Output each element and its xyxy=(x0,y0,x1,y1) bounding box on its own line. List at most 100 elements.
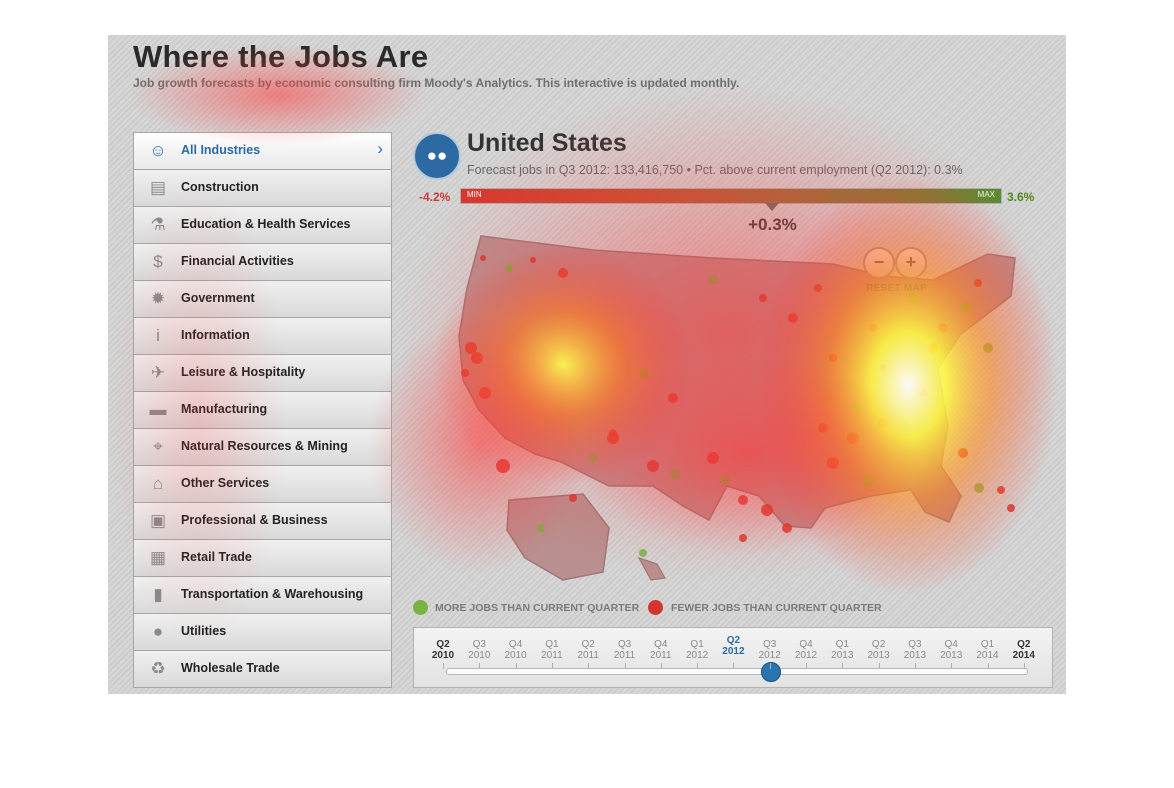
gain-marker[interactable] xyxy=(720,475,730,485)
gain-marker[interactable] xyxy=(898,421,908,431)
gain-marker[interactable] xyxy=(862,474,874,486)
timeline-quarter[interactable]: Q3 2010 xyxy=(462,639,496,661)
loss-marker[interactable] xyxy=(827,457,839,469)
sidebar-item[interactable]: ✈ Leisure & Hospitality xyxy=(133,355,392,392)
loss-marker[interactable] xyxy=(829,354,837,362)
loss-marker[interactable] xyxy=(759,294,767,302)
timeline-quarter[interactable]: Q2 2014 xyxy=(1007,639,1041,661)
zoom-in-button[interactable]: + xyxy=(895,247,927,279)
reset-map-button[interactable]: RESET MAP xyxy=(866,283,928,294)
sidebar-item[interactable]: $ Financial Activities xyxy=(133,244,392,281)
loss-marker[interactable] xyxy=(997,486,1005,494)
loss-marker[interactable] xyxy=(471,352,483,364)
industry-sidebar: ☺ All Industries › ▤ Construction ⚗ Education … xyxy=(133,132,392,688)
sidebar-item[interactable]: ● Utilities xyxy=(133,614,392,651)
scale-bar: MIN MAX xyxy=(460,188,1002,204)
timeline-quarter[interactable]: Q2 2012 xyxy=(716,635,750,657)
loss-marker[interactable] xyxy=(569,494,577,502)
gain-marker[interactable] xyxy=(708,275,718,285)
sidebar-item-label: Professional & Business xyxy=(181,513,328,527)
sidebar-item[interactable]: ▮ Transportation & Warehousing xyxy=(133,577,392,614)
timeline-quarter[interactable]: Q2 2010 xyxy=(426,639,460,661)
quarter-label: Q3 xyxy=(472,639,486,650)
loss-marker[interactable] xyxy=(878,418,888,428)
sidebar-item[interactable]: ⌖ Natural Resources & Mining xyxy=(133,429,392,466)
timeline-quarter[interactable]: Q4 2010 xyxy=(499,639,533,661)
sidebar-item[interactable]: ▤ Construction xyxy=(133,170,392,207)
timeline-quarter[interactable]: Q3 2013 xyxy=(898,639,932,661)
loss-marker[interactable] xyxy=(739,534,747,542)
loss-marker[interactable] xyxy=(1007,504,1015,512)
loss-marker[interactable] xyxy=(465,342,477,354)
gain-marker[interactable] xyxy=(960,303,970,313)
sidebar-item[interactable]: ▬ Manufacturing xyxy=(133,392,392,429)
timeline-tick xyxy=(443,663,444,669)
loss-marker[interactable] xyxy=(479,387,491,399)
timeline-quarter[interactable]: Q4 2012 xyxy=(789,639,823,661)
gain-marker[interactable] xyxy=(638,368,648,378)
timeline-tick xyxy=(479,663,481,669)
sidebar-item[interactable]: ⚗ Education & Health Services xyxy=(133,207,392,244)
timeline-quarter[interactable]: Q2 2013 xyxy=(862,639,896,661)
sidebar-item[interactable]: ⌂ Other Services xyxy=(133,466,392,503)
timeline-slider-handle[interactable] xyxy=(760,662,781,682)
loss-marker[interactable] xyxy=(814,284,822,292)
year-label: 2010 xyxy=(431,650,455,661)
loss-marker[interactable] xyxy=(938,323,948,333)
loss-marker[interactable] xyxy=(958,448,968,458)
gain-marker[interactable] xyxy=(670,469,680,479)
gain-marker[interactable] xyxy=(974,483,984,493)
loss-marker[interactable] xyxy=(668,393,678,403)
sidebar-item[interactable]: ▦ Retail Trade xyxy=(133,540,392,577)
timeline-tick xyxy=(806,663,807,669)
loss-marker[interactable] xyxy=(738,495,748,505)
loss-marker[interactable] xyxy=(782,523,792,533)
loss-marker[interactable] xyxy=(496,459,510,473)
loss-marker[interactable] xyxy=(530,257,536,263)
timeline-quarter[interactable]: Q1 2013 xyxy=(825,639,859,661)
year-label: 2013 xyxy=(831,650,854,661)
sidebar-item[interactable]: ▣ Professional & Business xyxy=(133,503,392,540)
us-map[interactable] xyxy=(413,228,1053,598)
gain-marker[interactable] xyxy=(537,524,545,532)
gain-marker[interactable] xyxy=(983,343,993,353)
timeline-quarter[interactable]: Q1 2011 xyxy=(535,639,569,661)
sidebar-item[interactable]: ♻ Wholesale Trade xyxy=(133,651,392,688)
timeline-quarter[interactable]: Q3 2011 xyxy=(608,639,642,661)
loss-marker[interactable] xyxy=(609,429,617,437)
sidebar-item-label: Natural Resources & Mining xyxy=(181,439,348,453)
loss-marker[interactable] xyxy=(919,389,927,397)
timeline-tick xyxy=(769,663,771,669)
loss-marker[interactable] xyxy=(461,369,469,377)
loss-marker[interactable] xyxy=(707,452,719,464)
gain-marker[interactable] xyxy=(852,403,862,413)
timeline-quarter[interactable]: Q4 2013 xyxy=(934,639,968,661)
gain-marker[interactable] xyxy=(589,454,597,462)
loss-marker[interactable] xyxy=(558,268,568,278)
quarter-label: Q3 xyxy=(763,639,777,650)
timeline-quarter[interactable]: Q1 2014 xyxy=(971,639,1005,661)
loss-marker[interactable] xyxy=(928,343,938,353)
loss-marker[interactable] xyxy=(818,423,828,433)
gain-marker[interactable] xyxy=(908,293,918,303)
gain-marker[interactable] xyxy=(505,264,513,272)
timeline-quarter[interactable]: Q4 2011 xyxy=(644,639,678,661)
zoom-out-button[interactable]: − xyxy=(863,247,895,279)
loss-marker[interactable] xyxy=(761,504,773,516)
loss-marker[interactable] xyxy=(480,255,486,261)
loss-marker[interactable] xyxy=(869,324,877,332)
loss-marker[interactable] xyxy=(974,279,982,287)
timeline-quarter[interactable]: Q1 2012 xyxy=(680,639,714,661)
sidebar-item[interactable]: i Information xyxy=(133,318,392,355)
sidebar-item[interactable]: ✹ Government xyxy=(133,281,392,318)
timeline-track[interactable] xyxy=(446,668,1028,675)
timeline-quarter[interactable]: Q3 2012 xyxy=(753,639,787,661)
loss-marker[interactable] xyxy=(788,313,798,323)
timeline-quarter[interactable]: Q2 2011 xyxy=(571,639,605,661)
sidebar-item[interactable]: ☺ All Industries › xyxy=(133,132,392,170)
loss-marker[interactable] xyxy=(647,460,659,472)
loss-marker[interactable] xyxy=(847,432,859,444)
loss-marker[interactable] xyxy=(879,364,887,372)
gain-marker[interactable] xyxy=(639,549,647,557)
year-label: 2012 xyxy=(794,650,818,661)
